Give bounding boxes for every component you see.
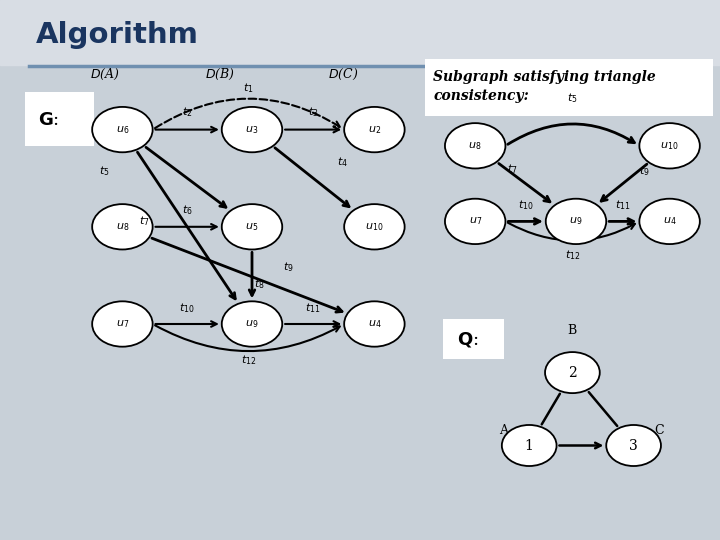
Text: $D$(B): $D$(B) bbox=[205, 68, 235, 82]
Text: $u_2$: $u_2$ bbox=[368, 124, 381, 136]
Text: B: B bbox=[568, 323, 577, 337]
Text: $t_3$: $t_3$ bbox=[308, 105, 318, 119]
Text: $t_{12}$: $t_{12}$ bbox=[564, 248, 580, 262]
Text: $u_4$: $u_4$ bbox=[368, 318, 381, 330]
Text: $t_7$: $t_7$ bbox=[139, 214, 149, 228]
Text: $t_1$: $t_1$ bbox=[243, 80, 253, 94]
Circle shape bbox=[92, 107, 153, 152]
Text: $t_{11}$: $t_{11}$ bbox=[615, 198, 631, 212]
Text: $u_7$: $u_7$ bbox=[116, 318, 129, 330]
Text: $t_9$: $t_9$ bbox=[283, 260, 293, 274]
Text: 1: 1 bbox=[525, 438, 534, 453]
FancyBboxPatch shape bbox=[443, 319, 504, 359]
Text: $u_8$: $u_8$ bbox=[469, 140, 482, 152]
Circle shape bbox=[222, 301, 282, 347]
Text: $t_{12}$: $t_{12}$ bbox=[240, 353, 256, 367]
Text: $D$(C): $D$(C) bbox=[328, 68, 358, 82]
Circle shape bbox=[344, 107, 405, 152]
Text: $u_{10}$: $u_{10}$ bbox=[365, 221, 384, 233]
Text: $t_6$: $t_6$ bbox=[182, 202, 192, 217]
Circle shape bbox=[445, 199, 505, 244]
Bar bbox=[0, 0, 720, 65]
Text: $u_8$: $u_8$ bbox=[116, 221, 129, 233]
Circle shape bbox=[344, 204, 405, 249]
Text: $u_9$: $u_9$ bbox=[246, 318, 258, 330]
Text: $\mathbf{G}$:: $\mathbf{G}$: bbox=[38, 111, 59, 129]
Text: $t_{10}$: $t_{10}$ bbox=[179, 301, 195, 315]
Text: $t_5$: $t_5$ bbox=[99, 164, 109, 178]
Text: $t_5$: $t_5$ bbox=[567, 91, 577, 105]
Text: $t_9$: $t_9$ bbox=[639, 164, 649, 178]
Text: $t_7$: $t_7$ bbox=[508, 161, 518, 176]
Text: $D$(A): $D$(A) bbox=[90, 68, 120, 82]
Text: $u_3$: $u_3$ bbox=[246, 124, 258, 136]
Circle shape bbox=[606, 425, 661, 466]
Circle shape bbox=[222, 204, 282, 249]
Circle shape bbox=[502, 425, 557, 466]
FancyBboxPatch shape bbox=[25, 92, 94, 146]
Text: Algorithm: Algorithm bbox=[36, 21, 199, 49]
Text: $\mathbf{Q}$:: $\mathbf{Q}$: bbox=[457, 329, 479, 349]
Text: $t_4$: $t_4$ bbox=[336, 154, 348, 168]
Circle shape bbox=[92, 204, 153, 249]
Text: $t_{11}$: $t_{11}$ bbox=[305, 301, 321, 315]
Circle shape bbox=[545, 352, 600, 393]
Text: $u_{10}$: $u_{10}$ bbox=[660, 140, 679, 152]
Text: $u_4$: $u_4$ bbox=[663, 215, 676, 227]
Circle shape bbox=[344, 301, 405, 347]
Text: 2: 2 bbox=[568, 366, 577, 380]
Text: $u_7$: $u_7$ bbox=[469, 215, 482, 227]
Circle shape bbox=[222, 107, 282, 152]
Text: C: C bbox=[654, 423, 664, 437]
Text: 3: 3 bbox=[629, 438, 638, 453]
Text: $u_6$: $u_6$ bbox=[116, 124, 129, 136]
Text: $t_8$: $t_8$ bbox=[254, 277, 264, 291]
FancyBboxPatch shape bbox=[425, 59, 713, 116]
Text: Subgraph satisfying triangle
consistency:: Subgraph satisfying triangle consistency… bbox=[433, 70, 656, 103]
Circle shape bbox=[92, 301, 153, 347]
Circle shape bbox=[639, 199, 700, 244]
Circle shape bbox=[639, 123, 700, 168]
Text: $t_2$: $t_2$ bbox=[182, 105, 192, 119]
Text: $u_5$: $u_5$ bbox=[246, 221, 258, 233]
Text: $t_{10}$: $t_{10}$ bbox=[518, 198, 534, 212]
Text: $u_9$: $u_9$ bbox=[570, 215, 582, 227]
Circle shape bbox=[546, 199, 606, 244]
Text: A: A bbox=[500, 423, 508, 437]
Circle shape bbox=[445, 123, 505, 168]
